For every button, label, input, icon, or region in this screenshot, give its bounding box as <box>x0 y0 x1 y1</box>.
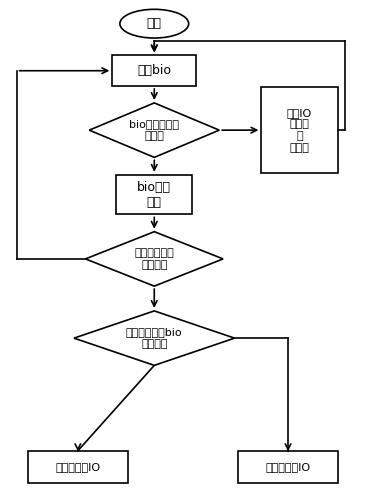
FancyBboxPatch shape <box>116 175 192 214</box>
Text: 当前是连续IO: 当前是连续IO <box>266 462 311 472</box>
Text: 当前是随机IO: 当前是随机IO <box>55 462 100 472</box>
Polygon shape <box>89 103 219 157</box>
FancyBboxPatch shape <box>112 55 196 86</box>
Ellipse shape <box>120 9 189 38</box>
Text: bio放进
数组: bio放进 数组 <box>137 181 171 209</box>
FancyBboxPatch shape <box>28 451 127 483</box>
FancyBboxPatch shape <box>261 87 338 173</box>
Text: 判读数组内的bio
是否连续: 判读数组内的bio 是否连续 <box>126 327 182 349</box>
Polygon shape <box>85 232 223 286</box>
FancyBboxPatch shape <box>238 451 338 483</box>
Text: 数组长度是否
超过阈值: 数组长度是否 超过阈值 <box>134 248 174 270</box>
Polygon shape <box>74 311 234 366</box>
Text: 将此IO
直接写
入
数据区: 将此IO 直接写 入 数据区 <box>287 108 312 152</box>
Text: bio大小是否超
过阈值: bio大小是否超 过阈值 <box>129 120 179 141</box>
Text: 接受bio: 接受bio <box>137 64 171 77</box>
Text: 开始: 开始 <box>147 17 162 30</box>
